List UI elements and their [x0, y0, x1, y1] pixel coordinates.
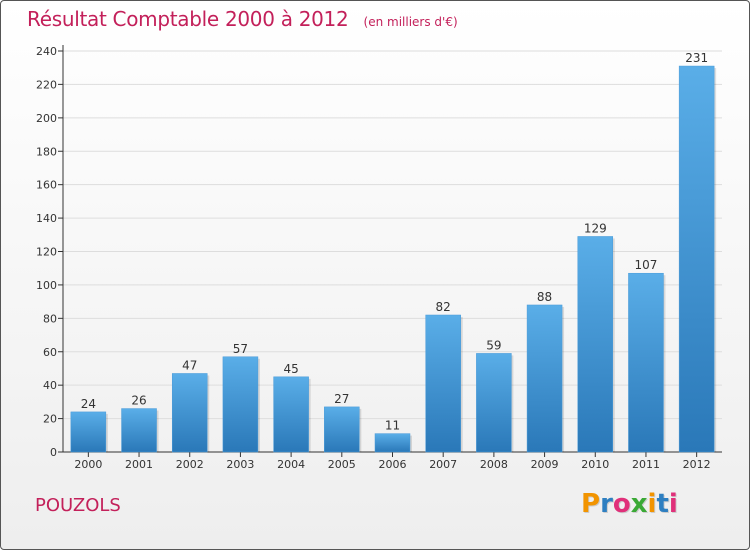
logo-letter: x — [630, 489, 648, 519]
category-label: 2000 — [74, 458, 102, 471]
commune-name: POUZOLS — [35, 495, 121, 516]
value-label: 24 — [81, 397, 96, 411]
y-tick-label: 20 — [43, 413, 57, 426]
bar — [526, 304, 563, 453]
bar — [476, 353, 512, 453]
category-label: 2011 — [632, 458, 660, 471]
bar — [273, 376, 309, 453]
logo-letter: i — [668, 489, 678, 519]
y-tick-label: 80 — [43, 312, 57, 325]
bar — [374, 433, 411, 453]
bars — [70, 65, 717, 453]
category-label: 2001 — [125, 458, 153, 471]
bar — [222, 356, 259, 453]
logo-letter: t — [656, 489, 669, 519]
logo-letter: o — [612, 489, 631, 519]
bar — [324, 406, 360, 453]
bar — [171, 373, 208, 453]
category-label: 2007 — [429, 458, 457, 471]
y-tick-label: 100 — [36, 279, 57, 292]
grid-lines — [63, 50, 722, 420]
category-label: 2012 — [683, 458, 711, 471]
value-label: 45 — [283, 362, 298, 376]
bar — [121, 408, 157, 453]
category-label: 2008 — [480, 458, 508, 471]
category-label: 2004 — [277, 458, 305, 471]
value-label: 26 — [131, 394, 146, 408]
proxiti-logo: Proxiti — [581, 489, 678, 519]
value-label: 88 — [537, 290, 552, 304]
category-label: 2010 — [581, 458, 609, 471]
y-tick-label: 40 — [43, 379, 57, 392]
value-label: 27 — [334, 392, 349, 406]
y-tick-label: 60 — [43, 346, 57, 359]
y-tick-label: 0 — [50, 446, 57, 459]
value-label: 129 — [584, 221, 607, 235]
y-tick-label: 120 — [36, 246, 57, 259]
value-label: 47 — [182, 358, 197, 372]
y-tick-label: 160 — [36, 179, 57, 192]
labels: 0 20 40 60 80 100 120 140 160 180 200 220 240 24 2000 2… — [36, 45, 711, 471]
chart-title: Résultat Comptable 2000 à 2012 — [27, 7, 349, 31]
category-label: 2006 — [379, 458, 407, 471]
value-label: 11 — [385, 419, 400, 433]
value-label: 59 — [486, 338, 501, 352]
y-tick-label: 240 — [36, 45, 57, 58]
logo-letter: r — [600, 489, 613, 519]
category-label: 2009 — [531, 458, 559, 471]
value-label: 231 — [685, 51, 708, 65]
logo-letter: i — [647, 489, 657, 519]
category-label: 2002 — [176, 458, 204, 471]
logo-letter: P — [581, 489, 601, 519]
category-label: 2005 — [328, 458, 356, 471]
title-row: Résultat Comptable 2000 à 2012 (en milli… — [27, 7, 458, 31]
bar — [678, 65, 715, 453]
category-label: 2003 — [226, 458, 254, 471]
value-label: 57 — [233, 342, 248, 356]
value-label: 107 — [635, 258, 658, 272]
bar — [577, 236, 614, 453]
bar — [628, 272, 664, 453]
chart-subtitle: (en milliers d'€) — [363, 15, 458, 29]
y-tick-label: 220 — [36, 78, 57, 91]
bar — [425, 314, 461, 453]
bar — [70, 411, 107, 453]
y-tick-label: 180 — [36, 145, 57, 158]
y-tick-label: 200 — [36, 112, 57, 125]
y-tick-label: 140 — [36, 212, 57, 225]
value-label: 82 — [436, 300, 451, 314]
